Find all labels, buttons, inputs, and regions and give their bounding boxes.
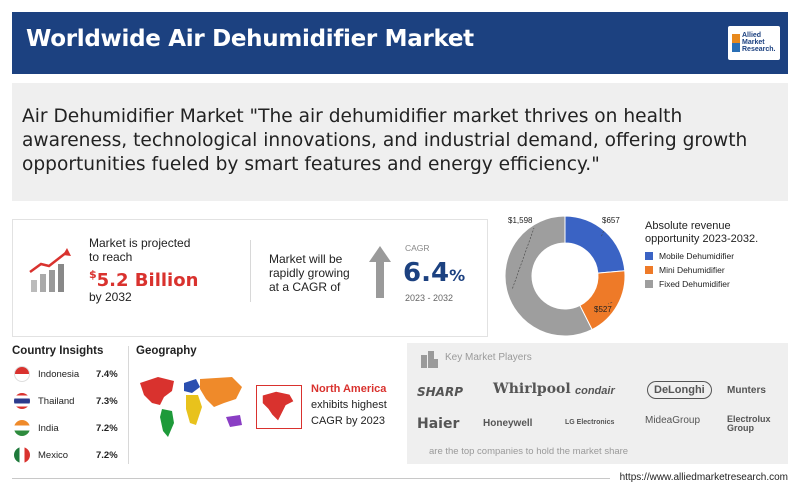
legend-item: Mini Dehumidifier [645,265,734,279]
brand-logo[interactable]: DeLonghi [647,381,712,399]
projected-value: $5.2 Billion [89,268,198,291]
legend-label: Mobile Dehumidifier [659,251,735,261]
header-banner: Worldwide Air Dehumidifier Market Allied… [12,12,788,74]
legend-item: Mobile Dehumidifier [645,251,734,265]
section-divider [128,346,129,464]
revenue-donut-chart: $657 $527 $1,598 [504,215,626,337]
footer-url[interactable]: https://www.alliedmarketresearch.com [619,472,788,483]
mexico-flag-icon [14,447,30,463]
projected-label: Market is projected to reach [89,236,191,264]
logo-text-2: Market [742,39,765,46]
country-value: 7.3% [96,396,118,407]
logo-text-1: Allied [742,32,762,39]
legend-label: Fixed Dehumidifier [659,279,730,289]
logo-text-3: Research. [742,46,776,53]
geography-line-1: exhibits highest [311,399,387,411]
brand-logo[interactable]: MideaGroup [645,415,701,426]
projected-amount: 5.2 Billion [96,270,199,291]
donut-value-label: $527 [594,305,612,314]
brand-logo[interactable]: SHARP [417,385,464,399]
legend-swatch [645,280,653,288]
country-value: 7.2% [96,450,118,461]
revenue-chart-title: Absolute revenue opportunity 2023-2032. [645,220,759,245]
geography-panel: Geography North America exhibits highest… [136,345,400,463]
page-title: Worldwide Air Dehumidifier Market [26,26,474,52]
projected-currency: $ [89,268,97,281]
highlight-region: North America [311,383,387,395]
quote-panel: Air Dehumidifier Market "The air dehumid… [12,83,788,201]
projected-year: by 2032 [89,290,132,304]
donut-leader-line [601,229,605,237]
country-name: Indonesia [38,369,80,380]
quote-text: Air Dehumidifier Market "The air dehumid… [22,106,748,175]
brand-logo[interactable]: Whirlpool [493,381,571,397]
world-map-icon [140,377,242,437]
legend-item: Fixed Dehumidifier [645,279,734,293]
donut-slice-fixed-dehumidifier [504,215,593,337]
brand-logo[interactable]: Munters [727,385,766,396]
cagr-label: CAGR [405,243,430,253]
country-row: Indonesia 7.4% [12,365,124,392]
geography-text: North America exhibits highest CAGR by 2… [311,381,403,429]
up-arrow-icon [369,246,391,298]
buildings-icon [421,351,438,368]
country-row: Mexico 7.2% [12,446,124,473]
brand-logo[interactable]: Haier [417,416,460,432]
donut-value-label: $657 [602,216,620,225]
cagr-value: 6.4% [403,258,465,288]
country-insights-title: Country Insights [12,345,104,357]
india-flag-icon [14,420,30,436]
brand-logo[interactable]: condair [575,385,615,397]
country-value: 7.4% [96,369,118,380]
country-value: 7.2% [96,423,118,434]
country-name: Mexico [38,450,69,461]
brand-logo[interactable]: Honeywell [483,418,533,429]
north-america-icon [262,391,294,421]
country-name: Thailand [38,396,75,407]
donut-value-label: $1,598 [508,216,533,225]
key-market-players-panel: Key Market Players SHARP Whirlpool conda… [407,343,788,464]
north-america-map [256,385,302,429]
legend-label: Mini Dehumidifier [659,265,725,275]
cagr-years: 2023 - 2032 [405,293,454,303]
stats-divider [250,240,251,302]
donut-leader-line [607,301,613,305]
logo-mark-icon [732,34,740,52]
footer-divider [12,478,610,479]
brand-logo[interactable]: LG Electronics [565,419,615,426]
market-stats-panel: Market is projected to reach $5.2 Billio… [12,219,488,337]
growing-label: Market will be rapidly growing at a CAGR… [269,252,350,294]
legend-swatch [645,266,653,274]
geography-title: Geography [136,345,197,357]
country-name: India [38,423,59,434]
geography-line-2: CAGR by 2023 [311,415,385,427]
revenue-chart-panel: $657 $527 $1,598 Absolute revenue opportun… [490,212,788,340]
brand-logo[interactable]: Electrolux Group [727,414,771,433]
cagr-unit: % [449,266,466,285]
country-row: Thailand 7.3% [12,392,124,419]
revenue-legend: Mobile Dehumidifier Mini Dehumidifier Fixe… [645,251,734,293]
country-insights: Country Insights Indonesia 7.4% Thailand… [12,345,124,473]
country-row: India 7.2% [12,419,124,446]
allied-market-research-logo[interactable]: Allied Market Research. [728,26,780,60]
legend-swatch [645,252,653,260]
players-header: Key Market Players [419,349,532,374]
donut-leader-line [512,227,535,289]
cagr-number: 6.4 [403,258,450,288]
players-title: Key Market Players [445,352,532,363]
indonesia-flag-icon [14,366,30,382]
growth-chart-icon [29,248,71,292]
players-footer: are the top companies to hold the market… [429,446,629,457]
thailand-flag-icon [14,393,30,409]
